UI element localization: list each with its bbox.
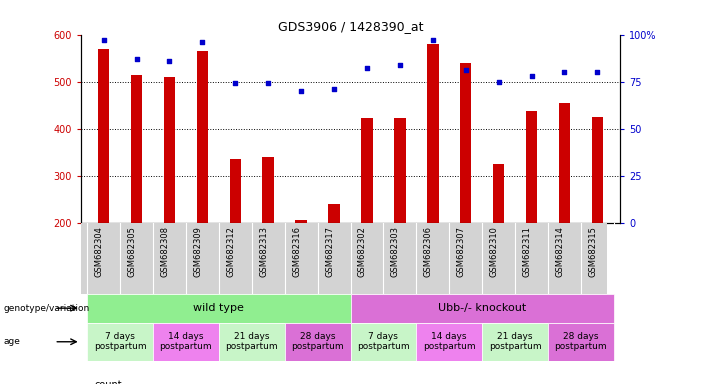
- Point: [197, 39, 208, 45]
- Title: GDS3906 / 1428390_at: GDS3906 / 1428390_at: [278, 20, 423, 33]
- Text: 7 days
postpartum: 7 days postpartum: [94, 332, 147, 351]
- Bar: [87, 294, 350, 323]
- Text: age: age: [4, 337, 20, 346]
- Bar: [394, 118, 406, 223]
- Text: GSM682311: GSM682311: [522, 226, 531, 277]
- Bar: [229, 159, 241, 223]
- Bar: [526, 111, 537, 223]
- Text: GSM682306: GSM682306: [424, 226, 433, 277]
- Text: wild type: wild type: [193, 303, 244, 313]
- Text: GSM682302: GSM682302: [358, 226, 367, 277]
- Point: [394, 61, 405, 68]
- Bar: [416, 323, 482, 361]
- Bar: [87, 323, 153, 361]
- Bar: [164, 77, 175, 223]
- Bar: [98, 49, 109, 223]
- Bar: [285, 323, 350, 361]
- Text: GSM682317: GSM682317: [325, 226, 334, 277]
- Text: 7 days
postpartum: 7 days postpartum: [357, 332, 409, 351]
- Text: GSM682315: GSM682315: [588, 226, 597, 277]
- Bar: [219, 323, 285, 361]
- Text: GSM682304: GSM682304: [95, 226, 104, 277]
- Bar: [262, 157, 274, 223]
- Text: GSM682303: GSM682303: [391, 226, 400, 277]
- Text: 28 days
postpartum: 28 days postpartum: [554, 332, 607, 351]
- Point: [164, 58, 175, 64]
- Point: [296, 88, 307, 94]
- Bar: [592, 118, 603, 223]
- Text: GSM682308: GSM682308: [161, 226, 170, 277]
- Bar: [153, 323, 219, 361]
- Bar: [482, 323, 548, 361]
- Text: GSM682310: GSM682310: [489, 226, 498, 277]
- Bar: [350, 323, 416, 361]
- Bar: [427, 44, 439, 223]
- Bar: [460, 63, 472, 223]
- Point: [263, 80, 274, 86]
- Bar: [197, 51, 208, 223]
- Point: [329, 86, 340, 92]
- Text: 14 days
postpartum: 14 days postpartum: [160, 332, 212, 351]
- Text: 14 days
postpartum: 14 days postpartum: [423, 332, 475, 351]
- Bar: [295, 220, 307, 223]
- Text: 21 days
postpartum: 21 days postpartum: [226, 332, 278, 351]
- Point: [427, 37, 438, 43]
- Bar: [350, 294, 614, 323]
- Point: [559, 69, 570, 75]
- Text: Ubb-/- knockout: Ubb-/- knockout: [438, 303, 526, 313]
- Bar: [493, 164, 504, 223]
- Text: GSM682307: GSM682307: [456, 226, 465, 277]
- Text: GSM682316: GSM682316: [292, 226, 301, 277]
- Text: GSM682305: GSM682305: [128, 226, 137, 277]
- Bar: [361, 118, 373, 223]
- Point: [592, 69, 603, 75]
- Text: GSM682309: GSM682309: [193, 226, 203, 277]
- Text: GSM682312: GSM682312: [226, 226, 236, 277]
- Point: [98, 37, 109, 43]
- Point: [460, 67, 471, 73]
- Bar: [328, 204, 340, 223]
- Bar: [548, 323, 614, 361]
- Point: [361, 65, 372, 71]
- Bar: [559, 103, 570, 223]
- Point: [526, 73, 537, 79]
- Text: 28 days
postpartum: 28 days postpartum: [292, 332, 344, 351]
- Text: count: count: [95, 380, 122, 384]
- Text: GSM682314: GSM682314: [555, 226, 564, 277]
- Text: GSM682313: GSM682313: [259, 226, 268, 277]
- Text: genotype/variation: genotype/variation: [4, 304, 90, 313]
- Bar: [131, 74, 142, 223]
- Text: 21 days
postpartum: 21 days postpartum: [489, 332, 541, 351]
- Point: [131, 56, 142, 62]
- Point: [493, 79, 504, 85]
- Point: [230, 80, 241, 86]
